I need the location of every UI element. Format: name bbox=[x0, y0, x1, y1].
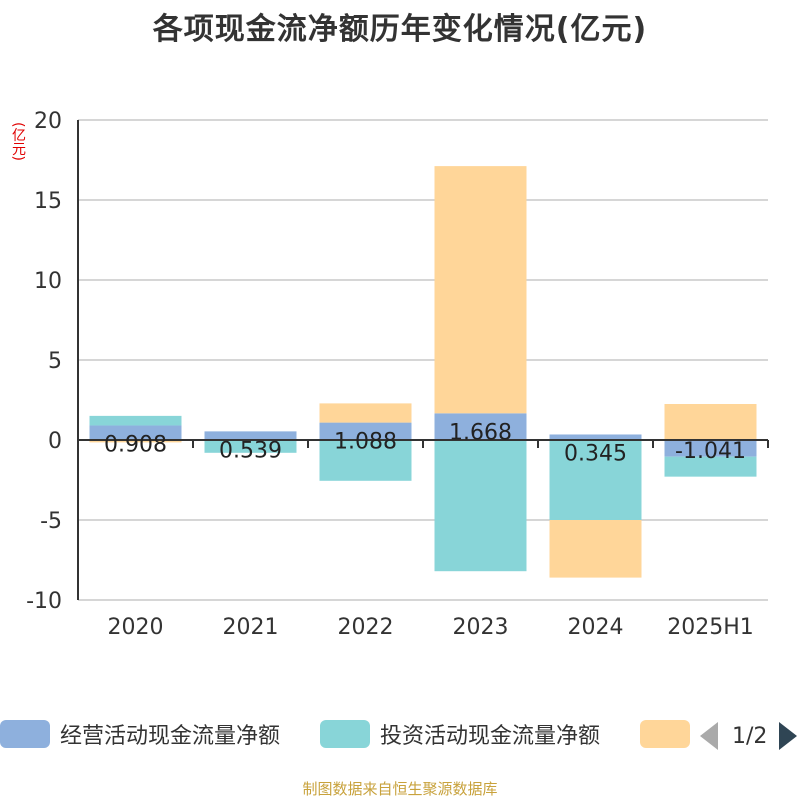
bar-chart: -10 -5 0 5 10 15 20 0.908 0.539 1.088 1.668 0.345 -1… bbox=[26, 109, 769, 640]
y-tick-label: -10 bbox=[26, 589, 62, 614]
legend-page-indicator: 1/2 bbox=[732, 723, 768, 749]
y-tick-label: 15 bbox=[34, 189, 62, 214]
bar-series-0-2024 bbox=[549, 434, 642, 440]
legend: 经营活动现金流量净额 投资活动现金流量净额 1/2 bbox=[0, 716, 800, 756]
legend-swatch-financing bbox=[640, 720, 690, 748]
bar-series-2-2023 bbox=[434, 166, 527, 414]
data-label: -1.041 bbox=[675, 439, 746, 464]
bar-series-0-2021 bbox=[204, 431, 297, 440]
bar-series-1-2020 bbox=[89, 415, 182, 426]
legend-label-investing: 投资活动现金流量净额 bbox=[380, 724, 601, 749]
data-label: 1.668 bbox=[449, 420, 512, 445]
x-tick-label: 2024 bbox=[568, 615, 624, 640]
y-tick-label: 20 bbox=[34, 109, 62, 134]
y-tick-label: 5 bbox=[48, 349, 62, 374]
bar-series-2-2020 bbox=[89, 440, 182, 443]
y-tick-label: 10 bbox=[34, 269, 62, 294]
data-label: 0.539 bbox=[219, 438, 282, 463]
x-tick-label: 2022 bbox=[338, 615, 394, 640]
bar-series-2-2024 bbox=[549, 520, 642, 578]
legend-prev-arrow-icon[interactable] bbox=[700, 722, 718, 750]
data-label: 1.088 bbox=[334, 430, 397, 455]
chart-title: 各项现金流净额历年变化情况(亿元) bbox=[152, 12, 648, 47]
legend-item-financing[interactable] bbox=[640, 716, 700, 752]
bar-series-1-2023 bbox=[434, 440, 527, 572]
data-label: 0.345 bbox=[564, 441, 627, 466]
bar-series-0-2020 bbox=[89, 425, 182, 440]
y-axis-unit: (亿元) bbox=[10, 122, 26, 161]
legend-label-operating: 经营活动现金流量净额 bbox=[60, 724, 281, 749]
legend-item-investing[interactable]: 投资活动现金流量净额 bbox=[320, 716, 600, 752]
legend-swatch-operating bbox=[0, 720, 50, 748]
bar-series-1-2025H1 bbox=[664, 456, 757, 477]
bar-series-0-2023 bbox=[434, 413, 527, 440]
legend-next-arrow-icon[interactable] bbox=[779, 722, 798, 750]
bar-series-0-2022 bbox=[319, 422, 412, 440]
bar-series-1-2022 bbox=[319, 440, 412, 481]
bar-series-0-2025H1 bbox=[664, 440, 757, 457]
bar-series-2-2025H1 bbox=[664, 404, 757, 440]
x-tick-label: 2021 bbox=[223, 615, 279, 640]
legend-pager: 1/2 bbox=[700, 720, 798, 752]
y-tick-label: 0 bbox=[48, 429, 62, 454]
data-source-note: 制图数据来自恒生聚源数据库 bbox=[302, 780, 498, 798]
x-tick-label: 2023 bbox=[453, 615, 509, 640]
data-label: 0.908 bbox=[104, 432, 167, 457]
bar-series-1-2024 bbox=[549, 440, 642, 520]
x-tick-label: 2020 bbox=[108, 615, 164, 640]
bar-series-1-2021 bbox=[204, 440, 297, 453]
y-tick-label: -5 bbox=[40, 509, 62, 534]
legend-item-operating[interactable]: 经营活动现金流量净额 bbox=[0, 716, 280, 752]
legend-swatch-investing bbox=[320, 720, 370, 748]
bar-series-2-2022 bbox=[319, 403, 412, 423]
x-tick-label: 2025H1 bbox=[667, 615, 754, 640]
